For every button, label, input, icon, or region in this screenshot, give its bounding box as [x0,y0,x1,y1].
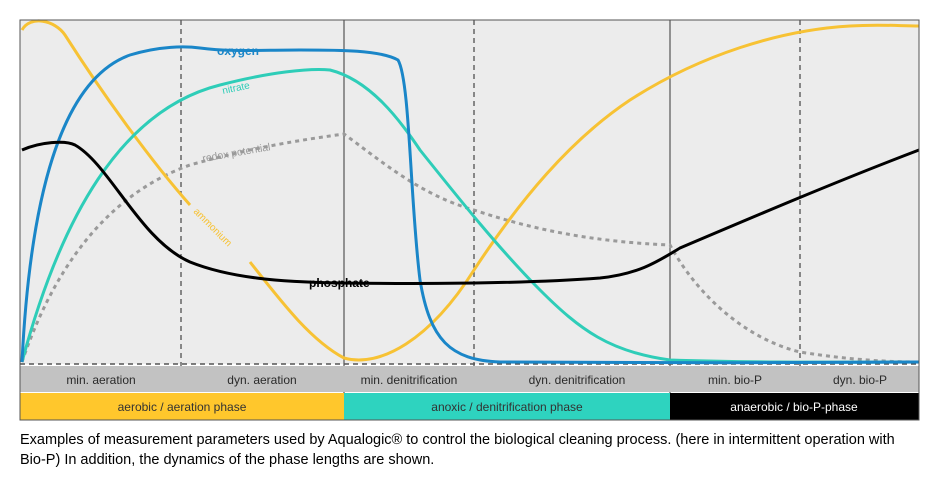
phase-label: anaerobic / bio-P-phase [730,400,858,414]
segment-label: min. denitrification [361,373,458,387]
phosphate-label: phosphate [309,276,370,290]
phase-anaerobic [670,393,919,420]
phase-aerobic [20,393,344,420]
phosphate-curve [21,140,920,285]
figure-caption: Examples of measurement parameters used … [20,432,895,468]
nitrate-curve [20,68,920,364]
process-diagram: oxygen nitrate redox potential ammonium … [19,19,920,421]
plot-frame [19,19,920,421]
segment-label: dyn. denitrification [529,373,626,387]
phase-anoxic [344,393,670,420]
segment-label: dyn. aeration [227,373,296,387]
ammonium-curve [248,23,920,362]
phase-label: anoxic / denitrification phase [431,400,583,414]
oxygen-label: oxygen [217,44,259,58]
ammonium-curve [20,19,192,206]
plot-area [20,20,919,364]
phase-label: aerobic / aeration phase [118,400,247,414]
oxygen-curve [20,45,920,365]
segment-label: min. aeration [66,373,135,387]
segment-bar [20,366,919,392]
segment-label: min. bio-P [708,373,762,387]
segment-label: dyn. bio-P [833,373,887,387]
